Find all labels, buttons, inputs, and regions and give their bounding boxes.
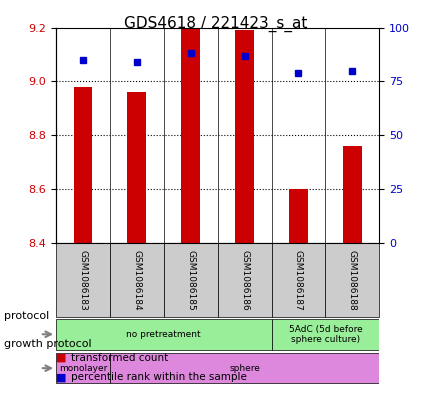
Text: GSM1086184: GSM1086184 [132,250,141,310]
FancyBboxPatch shape [110,243,163,317]
FancyBboxPatch shape [163,243,217,317]
Text: protocol: protocol [4,311,49,321]
Text: GSM1086187: GSM1086187 [293,250,302,311]
Text: no pretreatment: no pretreatment [126,330,201,339]
Text: monolayer: monolayer [58,364,107,373]
FancyBboxPatch shape [217,243,271,317]
Text: percentile rank within the sample: percentile rank within the sample [71,372,246,382]
Text: GDS4618 / 221423_s_at: GDS4618 / 221423_s_at [123,16,307,32]
Bar [74,87,92,243]
Text: ■: ■ [56,353,66,363]
Text: ■: ■ [56,372,66,382]
FancyBboxPatch shape [271,243,325,317]
Bar [235,30,253,243]
Bar [127,92,146,243]
Text: GSM1086186: GSM1086186 [240,250,249,311]
Bar [342,146,361,243]
FancyBboxPatch shape [271,319,378,349]
FancyBboxPatch shape [110,353,378,384]
Text: GSM1086185: GSM1086185 [186,250,195,311]
FancyBboxPatch shape [56,319,271,349]
Text: 5AdC (5d before
sphere culture): 5AdC (5d before sphere culture) [288,325,362,344]
FancyBboxPatch shape [56,353,110,384]
FancyBboxPatch shape [56,243,110,317]
FancyBboxPatch shape [325,243,378,317]
Text: growth protocol: growth protocol [4,339,92,349]
Bar [289,189,307,243]
Text: sphere: sphere [229,364,259,373]
Bar [181,28,200,243]
Text: GSM1086183: GSM1086183 [78,250,87,311]
Text: GSM1086188: GSM1086188 [347,250,356,311]
Text: transformed count: transformed count [71,353,168,363]
